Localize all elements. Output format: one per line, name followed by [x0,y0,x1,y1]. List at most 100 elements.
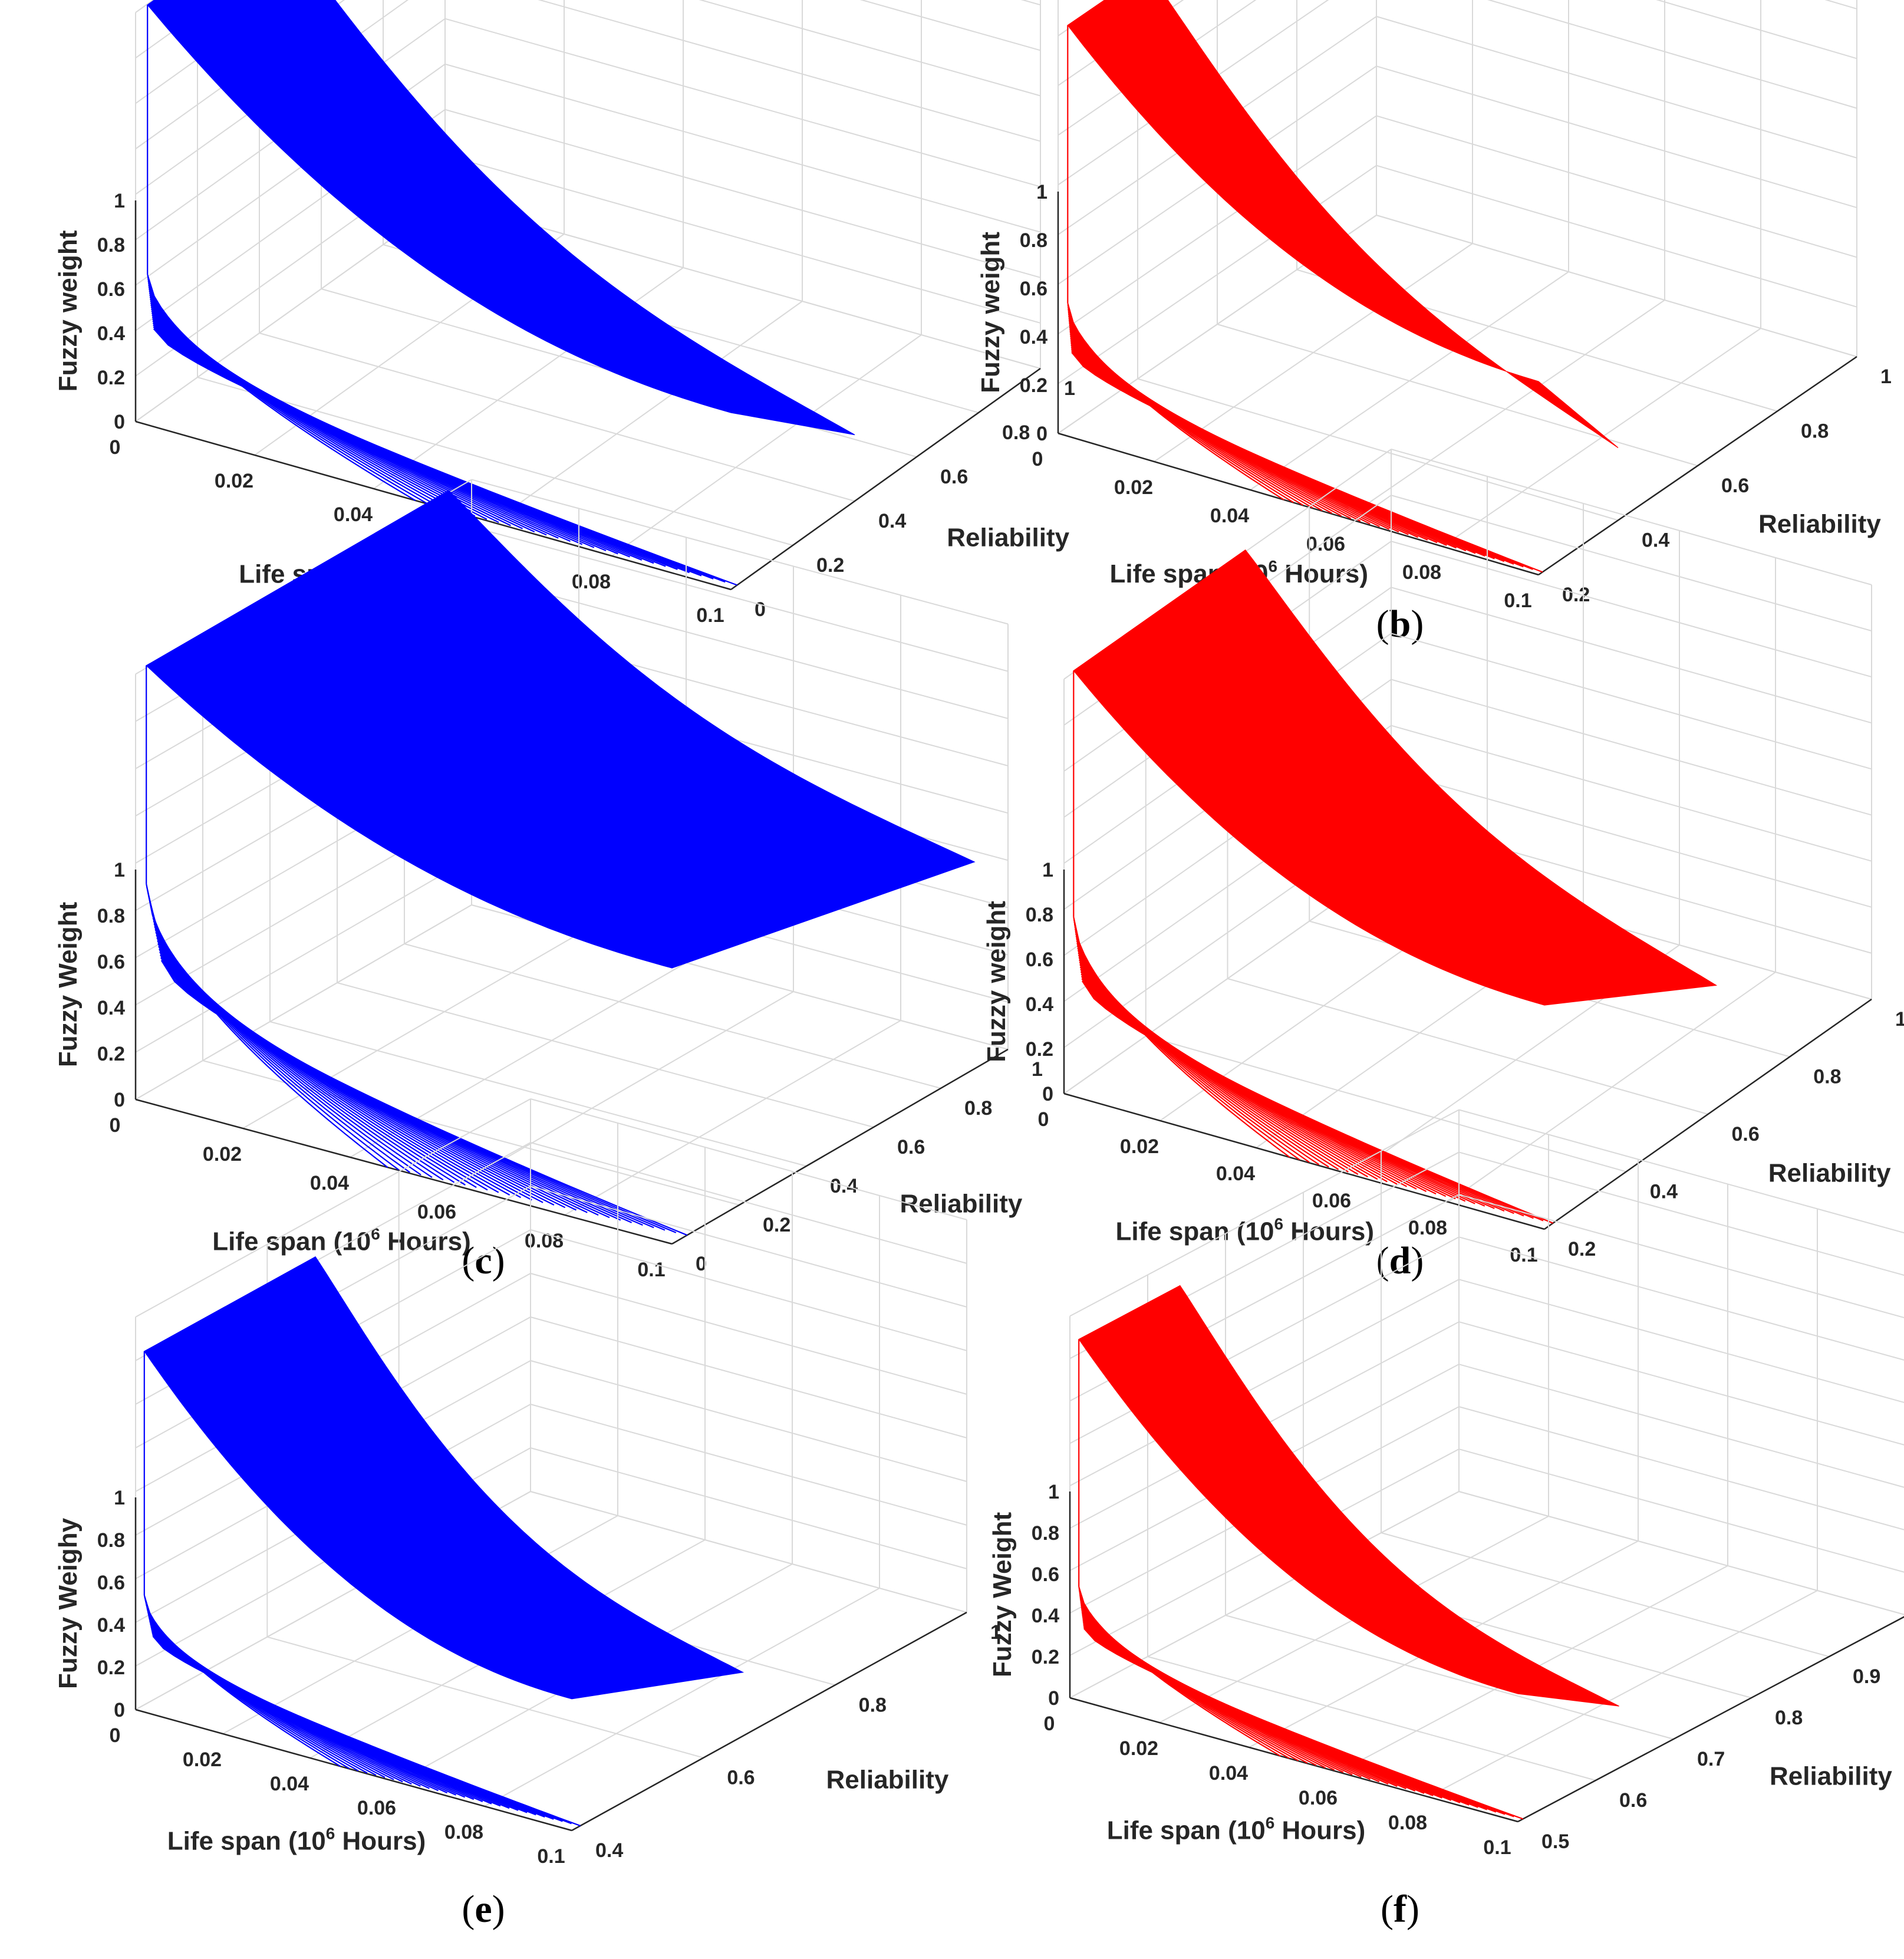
x-axis [1058,432,1539,576]
surface-sheet [147,0,855,436]
surface-sheet [1078,1285,1619,1707]
z-tick-label: 0.6 [1026,949,1053,971]
x-tick-label: 0.04 [1209,1762,1248,1784]
z-axis-label: Fuzzy Weight [988,1512,1017,1678]
chart-panel-a: 00.020.040.060.080.100.20.40.60.8100.20.… [54,0,1075,646]
y-tick-label: 1 [1032,1058,1043,1081]
x-tick-label: 0.04 [1210,505,1249,527]
grid-line [267,1636,704,1759]
z-tick-label: 0 [114,1699,125,1721]
chart-panel-d: 00.020.040.060.080.1 0.20.40.60.8100.20.4… [982,449,1904,1282]
x-tick-label: 0.1 [1483,1836,1511,1859]
y-tick-label: 0.2 [816,554,844,577]
z-tick-label: 0.2 [97,1043,125,1065]
grid-line [259,332,855,502]
surface [146,490,976,1236]
grid-line [1391,725,1872,862]
grid-line [471,573,1009,719]
grid-line [1458,1406,1904,1530]
chart-panel-c: 0 0.02 0.04 0.06 0.08 0.1 0 0.2 0.4 0.6 0.8 1 0 0.2 0.… [54,479,1043,1282]
y-tick-label: 0.8 [1813,1066,1841,1088]
y-tick-label: 1 [990,1621,1002,1644]
z-tick-label: 0.8 [97,905,125,927]
surface-strand [160,960,688,1236]
z-tick-label: 0.2 [1026,1038,1053,1061]
y-axis-label: Reliability [826,1766,949,1795]
grid-line [1376,164,1857,308]
grid-line [444,154,1041,324]
x-axis-label: Life span (106 Hours) [1115,1215,1374,1246]
surface-strand [1073,924,1320,1165]
surface-strand [1067,302,1284,501]
x-axis-label: Life span (106 Hours) [1107,1814,1366,1845]
x-tick-label: 0.08 [1388,1812,1427,1834]
grid-line [1391,771,1872,908]
z-axis-label: Fuzzy weight [976,232,1005,393]
y-axis [571,1611,967,1832]
y-axis-label: Reliability [1768,1159,1891,1188]
surface-sheet [1067,0,1619,448]
chart-panel-b: 0 0.02 0.04 0.06 0.08 0.1 0.2 0.4 0.6 0.8 1 0 0.2 0.4… [976,0,1892,646]
grid-line [471,479,1009,625]
grid-line [1391,541,1872,678]
grid-line [1428,1590,1818,1797]
z-axis-label: Fuzzy Weight [54,902,83,1068]
z-tick-label: 0.6 [97,278,125,301]
grid-line [1487,0,1857,109]
y-tick-label: 0.6 [1619,1789,1647,1812]
surface-strand [1081,976,1534,1219]
z-tick-label: 0 [1048,1687,1059,1710]
panel-label: (e) [462,1888,505,1931]
y-tick-label: 0.9 [1853,1665,1880,1688]
z-axis-label: Fuzzy Weighy [54,1517,83,1689]
y-axis [1517,1616,1904,1823]
y-tick-label: 0.4 [1650,1181,1678,1203]
z-tick-label: 0.8 [1020,229,1047,252]
surface [1067,0,1619,573]
surface-strand [1083,1628,1523,1820]
z-tick-label: 1 [1036,181,1047,203]
grid-line [530,1491,967,1613]
surface-strand [160,957,677,1233]
x-tick-label: 0.06 [1306,533,1345,555]
x-tick-label: 0.02 [1119,1737,1158,1760]
z-tick-label: 1 [1048,1481,1059,1503]
grid-line [135,0,282,104]
grid-line [611,334,922,557]
grid-line [530,1142,967,1264]
x-tick-label: 0.02 [183,1749,222,1771]
grid-line [444,63,1041,233]
x-axis-label: Life span (106 Hours) [212,1224,471,1256]
grid-line [444,200,1041,369]
surface-strand [1071,351,1543,573]
surface-strand [1078,1588,1290,1759]
surface-strand [1070,343,1495,559]
x-tick-label: 0.04 [310,1172,349,1194]
y-tick-label: 1 [1880,366,1892,388]
y-tick-label: 0.2 [763,1214,790,1236]
surface-strand [153,328,737,586]
z-tick-label: 0.6 [1032,1563,1059,1586]
y-axis [1538,355,1857,576]
grid-line [242,933,579,1129]
y-tick-label: 0.6 [1732,1123,1760,1145]
grid-line [530,1404,967,1526]
z-axis-label: Fuzzy weight [54,230,83,391]
z-tick-label: 0.4 [1026,993,1053,1016]
surface-sheet [143,1256,745,1700]
x-tick-label: 0.1 [696,604,724,627]
axes [134,1497,967,1832]
y-tick-label: 0 [755,598,766,621]
y-tick-label: 0.8 [1002,422,1030,444]
surface-strand [1081,973,1524,1217]
grid-line [1656,0,1857,60]
grid-line [444,18,1041,187]
y-tick-label: 0.8 [964,1097,992,1120]
y-tick-label: 0.2 [1568,1238,1596,1260]
grid-line [1069,1109,1460,1317]
grid-line [1458,1321,1904,1446]
grid-line [1458,1448,1904,1573]
x-tick-label: 0 [1044,1713,1055,1735]
z-tick-label: 0.2 [1032,1646,1059,1668]
